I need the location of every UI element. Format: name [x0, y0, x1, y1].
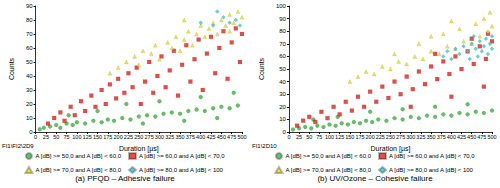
svg-text:FI1\FI2\2D9: FI1\FI2\2D9 [2, 143, 34, 149]
svg-text:450: 450 [467, 134, 476, 140]
svg-text:25: 25 [296, 134, 302, 140]
svg-text:80: 80 [279, 28, 286, 34]
svg-text:200: 200 [366, 134, 375, 140]
svg-text:70: 70 [26, 31, 33, 37]
svg-text:(b) UV/Ozone – Cohesive failur: (b) UV/Ozone – Cohesive failure [317, 174, 433, 183]
svg-text:60: 60 [279, 53, 286, 59]
svg-text:300: 300 [406, 134, 415, 140]
svg-text:A [dB] >= 70,0 and A [dB] < 80: A [dB] >= 70,0 and A [dB] < 80,0 [35, 167, 121, 173]
svg-text:90: 90 [279, 16, 286, 22]
svg-text:A [dB] >= 60,0 and A [dB] < 70: A [dB] >= 60,0 and A [dB] < 70,0 [139, 153, 225, 159]
svg-text:0: 0 [287, 134, 290, 140]
svg-text:0: 0 [34, 134, 37, 140]
svg-text:Duration [µs]: Duration [µs] [119, 145, 159, 153]
svg-text:A [dB] >= 80,0 and A [dB] < 10: A [dB] >= 80,0 and A [dB] < 100 [389, 167, 474, 173]
svg-text:20: 20 [279, 104, 286, 110]
svg-text:400: 400 [447, 134, 456, 140]
svg-text:A [dB] >= 70,0 and A [dB] < 80: A [dB] >= 70,0 and A [dB] < 80,0 [285, 167, 371, 173]
svg-text:275: 275 [145, 134, 154, 140]
svg-text:A [dB] >= 50,0 and A [dB] < 60: A [dB] >= 50,0 and A [dB] < 60,0 [35, 153, 121, 159]
svg-text:50: 50 [53, 134, 59, 140]
svg-text:325: 325 [165, 134, 174, 140]
svg-text:125: 125 [335, 134, 344, 140]
svg-text:200: 200 [114, 134, 123, 140]
svg-text:Duration [µs]: Duration [µs] [371, 145, 411, 153]
svg-text:Counts: Counts [8, 57, 15, 80]
svg-text:350: 350 [175, 134, 184, 140]
svg-text:30: 30 [279, 91, 286, 97]
svg-text:450: 450 [217, 134, 226, 140]
svg-text:250: 250 [386, 134, 395, 140]
svg-text:375: 375 [437, 134, 446, 140]
svg-text:(a) PFQD – Adhesive failure: (a) PFQD – Adhesive failure [75, 174, 175, 183]
svg-text:50: 50 [26, 59, 33, 65]
svg-text:500: 500 [487, 134, 496, 140]
svg-text:50: 50 [306, 134, 312, 140]
svg-text:175: 175 [355, 134, 364, 140]
svg-text:150: 150 [345, 134, 354, 140]
svg-text:175: 175 [103, 134, 112, 140]
svg-text:A [dB] >= 80,0 and A [dB] < 10: A [dB] >= 80,0 and A [dB] < 100 [139, 167, 224, 173]
svg-text:300: 300 [155, 134, 164, 140]
svg-text:70: 70 [279, 41, 286, 47]
svg-text:0: 0 [29, 129, 33, 135]
svg-text:350: 350 [426, 134, 435, 140]
svg-text:A [dB] >= 60,0 and A [dB] < 70: A [dB] >= 60,0 and A [dB] < 70,0 [389, 153, 475, 159]
svg-text:75: 75 [316, 134, 322, 140]
svg-text:375: 375 [186, 134, 195, 140]
svg-text:25: 25 [43, 134, 49, 140]
svg-text:80: 80 [26, 17, 33, 23]
svg-text:40: 40 [279, 79, 286, 85]
svg-text:30: 30 [26, 87, 33, 93]
svg-text:475: 475 [227, 134, 236, 140]
svg-text:225: 225 [376, 134, 385, 140]
svg-text:425: 425 [206, 134, 215, 140]
svg-text:90: 90 [26, 3, 33, 9]
svg-text:475: 475 [477, 134, 486, 140]
svg-text:A [dB] >= 50,0 and A [dB] < 60: A [dB] >= 50,0 and A [dB] < 60,0 [285, 153, 371, 159]
svg-text:20: 20 [26, 101, 33, 107]
svg-text:40: 40 [26, 73, 33, 79]
svg-text:10: 10 [26, 115, 33, 121]
svg-text:100: 100 [325, 134, 334, 140]
svg-text:60: 60 [26, 45, 33, 51]
svg-text:275: 275 [396, 134, 405, 140]
svg-text:10: 10 [279, 116, 286, 122]
svg-text:125: 125 [83, 134, 92, 140]
svg-text:225: 225 [124, 134, 133, 140]
svg-text:0: 0 [283, 129, 287, 135]
svg-text:FI1\2D10: FI1\2D10 [252, 143, 277, 149]
svg-text:100: 100 [72, 134, 81, 140]
svg-text:325: 325 [416, 134, 425, 140]
svg-text:Counts: Counts [258, 57, 265, 80]
svg-text:425: 425 [457, 134, 466, 140]
svg-text:400: 400 [196, 134, 205, 140]
svg-text:100: 100 [276, 3, 287, 9]
svg-text:50: 50 [279, 66, 286, 72]
svg-text:75: 75 [63, 134, 69, 140]
svg-text:500: 500 [237, 134, 246, 140]
svg-text:250: 250 [134, 134, 143, 140]
svg-text:150: 150 [93, 134, 102, 140]
